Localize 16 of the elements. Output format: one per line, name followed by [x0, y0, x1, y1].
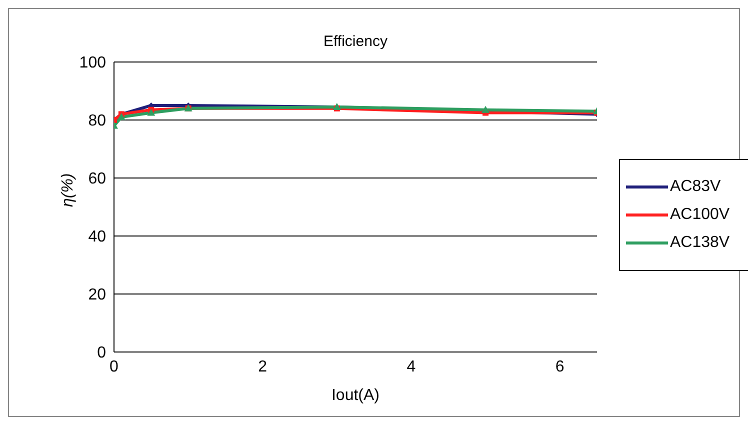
chart-title: Efficiency — [322, 33, 388, 50]
y-tick-label: 100 — [79, 54, 106, 72]
x-tick-label: 2 — [258, 358, 268, 376]
legend-label: AC138V — [670, 234, 730, 252]
y-tick-label: 40 — [88, 228, 106, 246]
legend-label: AC100V — [670, 206, 730, 224]
x-tick-label: 4 — [406, 358, 416, 376]
x-tick-label: 0 — [110, 358, 119, 376]
x-axis-title: Iout(A) — [331, 387, 380, 404]
legend-label: AC83V — [670, 178, 721, 196]
y-axis-title: η(%) — [60, 173, 77, 207]
y-tick-label: 0 — [97, 344, 106, 362]
x-tick-label: 6 — [555, 358, 564, 376]
y-tick-label: 20 — [88, 286, 106, 304]
y-tick-label: 80 — [88, 112, 106, 130]
y-tick-label: 60 — [88, 170, 106, 188]
